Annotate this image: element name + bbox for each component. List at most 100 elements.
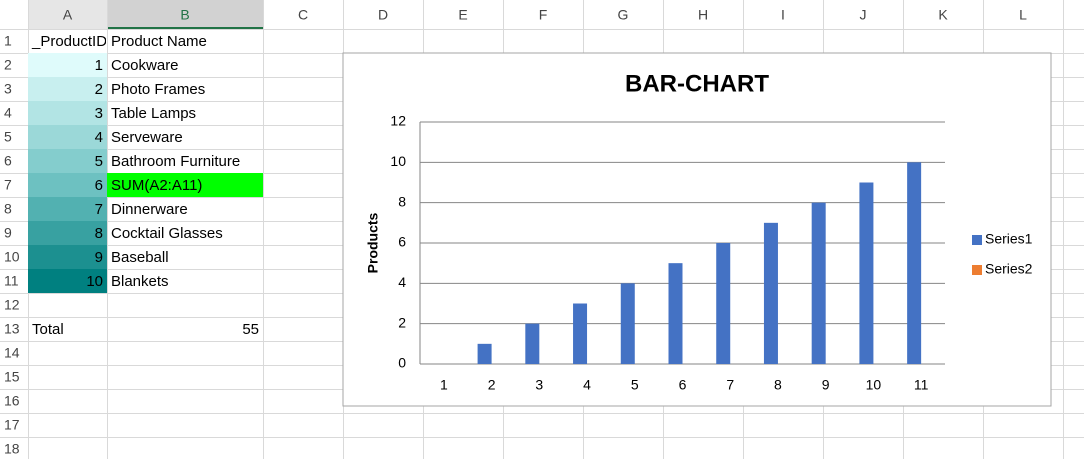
cell-fill [28, 53, 107, 77]
y-tick-label: 10 [390, 153, 406, 169]
column-header: G [618, 7, 629, 23]
bar [525, 323, 540, 364]
x-tick-label: 1 [440, 377, 448, 393]
x-tick-label: 7 [726, 377, 734, 393]
column-header: E [458, 7, 467, 23]
row-header: 5 [4, 129, 12, 145]
cell-text: 3 [95, 105, 103, 122]
row-header: 16 [4, 393, 20, 409]
cell-text: 4 [95, 129, 103, 146]
column-header: D [378, 7, 388, 23]
cell-text: Total [32, 321, 64, 338]
cell-text: Dinnerware [111, 201, 188, 218]
bar [859, 182, 874, 364]
column-header: H [698, 7, 708, 23]
cell-text: Bathroom Furniture [111, 153, 240, 170]
cell-text: Baseball [111, 249, 169, 266]
column-header: I [781, 7, 785, 23]
cell-text: 7 [95, 201, 103, 218]
cell-fill [28, 173, 107, 197]
row-header: 14 [4, 345, 20, 361]
y-axis-label: Products [365, 212, 381, 273]
column-header: B [180, 7, 189, 23]
cell-text: 55 [242, 321, 259, 338]
x-tick-label: 2 [488, 377, 496, 393]
column-header: A [63, 7, 73, 23]
x-tick-label: 11 [914, 377, 929, 393]
cell-text: 6 [95, 177, 103, 194]
legend-swatch [972, 265, 982, 275]
x-tick-label: 3 [535, 377, 543, 393]
cell-fill [28, 125, 107, 149]
cell-text: 8 [95, 225, 103, 242]
y-tick-label: 8 [398, 193, 406, 209]
chart-title: BAR-CHART [625, 70, 769, 97]
row-header: 12 [4, 297, 20, 313]
row-header: 15 [4, 369, 20, 385]
cell-highlight [107, 173, 263, 197]
row-header: 3 [4, 81, 12, 97]
column-header: F [539, 7, 548, 23]
x-tick-label: 4 [583, 377, 591, 393]
column-header: L [1019, 7, 1027, 23]
bar [620, 283, 635, 364]
legend-label: Series2 [985, 261, 1033, 277]
row-header: 18 [4, 441, 20, 457]
row-header: 6 [4, 153, 12, 169]
row-header: 1 [4, 33, 12, 49]
bar [907, 162, 922, 364]
bar [477, 343, 492, 364]
cell-fill [28, 245, 107, 269]
y-tick-label: 0 [398, 355, 406, 371]
row-header: 11 [4, 273, 19, 289]
cell-text: SUM(A2:A11) [111, 177, 202, 194]
cell-text: 9 [95, 249, 103, 266]
bar [716, 243, 731, 364]
cell-text: _ProductID [31, 33, 107, 50]
column-header: C [298, 7, 308, 23]
chart-frame [342, 52, 1052, 407]
row-header: 10 [4, 249, 20, 265]
cell-fill [28, 149, 107, 173]
column-header: J [860, 7, 867, 23]
y-tick-label: 6 [398, 234, 406, 250]
cell-text: Table Lamps [111, 105, 196, 122]
cell-text: Cocktail Glasses [111, 225, 223, 242]
row-header: 7 [4, 177, 12, 193]
bar [763, 222, 778, 364]
row-header: 2 [4, 57, 12, 73]
legend-swatch [972, 235, 982, 245]
x-tick-label: 10 [866, 377, 882, 393]
x-tick-label: 6 [679, 377, 687, 393]
cell-text: 1 [95, 57, 103, 74]
cell-text: Serveware [111, 129, 183, 146]
cell-text: 5 [95, 153, 103, 170]
cell-fill [28, 269, 107, 293]
cell-fill [28, 221, 107, 245]
cell-text: Product Name [111, 33, 207, 50]
bar [811, 202, 826, 364]
cell-text: Blankets [111, 273, 169, 290]
x-tick-label: 9 [822, 377, 830, 393]
column-header-selected [28, 0, 107, 29]
legend-label: Series1 [985, 231, 1033, 247]
x-tick-label: 8 [774, 377, 782, 393]
cell-text: Photo Frames [111, 81, 205, 98]
x-tick-label: 5 [631, 377, 639, 393]
y-tick-label: 4 [398, 274, 406, 290]
cell-fill [28, 101, 107, 125]
cell-text: 2 [95, 81, 103, 98]
cell-text: Cookware [111, 57, 179, 74]
row-header: 8 [4, 201, 12, 217]
column-header-active [107, 0, 263, 29]
row-header: 4 [4, 105, 12, 121]
column-header: K [938, 7, 948, 23]
bar [573, 303, 588, 364]
cell-fill [28, 77, 107, 101]
row-header: 17 [4, 417, 20, 433]
cell-fill [28, 197, 107, 221]
row-header: 9 [4, 225, 12, 241]
y-tick-label: 2 [398, 314, 406, 330]
cell-text: 10 [86, 273, 103, 290]
